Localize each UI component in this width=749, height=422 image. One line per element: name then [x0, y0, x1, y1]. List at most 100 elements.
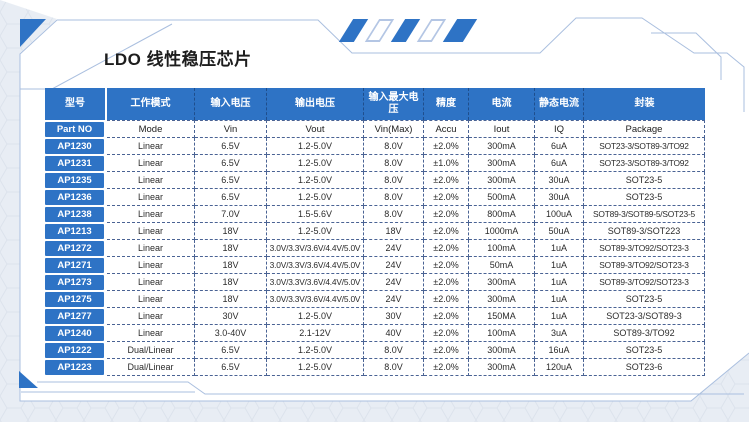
part-no-chip: AP1271: [45, 258, 104, 273]
table-cell: 3.0V/3.3V/3.6V/4.4V/5.0V: [267, 257, 364, 274]
part-no-chip: AP1273: [45, 275, 104, 290]
table-row: AP1213 Linear 18V 1.2-5.0V 18V ±2.0% 1000mA 50u…: [45, 223, 705, 240]
column-header-cn: 静态电流: [535, 88, 584, 120]
table-cell: 24V: [364, 274, 424, 291]
table-cell: 3.0V/3.3V/3.6V/4.4V/5.0V: [267, 291, 364, 308]
table-cell: ±2.0%: [424, 359, 469, 376]
table-cell: 3.0V/3.3V/3.6V/4.4V/5.0V: [267, 240, 364, 257]
parallelogram-icon: [364, 19, 395, 42]
part-no-header-chip: Part NO: [45, 121, 104, 137]
table-cell: Dual/Linear: [107, 342, 195, 359]
table-cell: ±2.0%: [424, 291, 469, 308]
table-cell: SOT89-3/SOT223: [584, 223, 705, 240]
table-cell: 1.2-5.0V: [267, 189, 364, 206]
part-no-cell: AP1231: [45, 155, 107, 172]
table-cell: 1.2-5.0V: [267, 138, 364, 155]
part-no-chip: AP1236: [45, 190, 104, 205]
column-header-cn: 输入最大电压: [364, 88, 424, 120]
part-no-chip: AP1275: [45, 292, 104, 307]
part-no-cell: AP1275: [45, 291, 107, 308]
table-cell: Linear: [107, 172, 195, 189]
table-cell: 1.2-5.0V: [267, 342, 364, 359]
parallelogram-icon: [390, 19, 421, 42]
table-cell: Linear: [107, 138, 195, 155]
table-row: AP1236 Linear 6.5V 1.2-5.0V 8.0V ±2.0% 500mA 30…: [45, 189, 705, 206]
table-cell: 500mA: [469, 189, 535, 206]
table-row: AP1240 Linear 3.0-40V 2.1-12V 40V ±2.0% 100mA 3…: [45, 325, 705, 342]
table-cell: 18V: [195, 274, 267, 291]
table-cell: 18V: [195, 291, 267, 308]
part-no-cell: AP1271: [45, 257, 107, 274]
table-cell: ±1.0%: [424, 155, 469, 172]
part-no-cell: AP1240: [45, 325, 107, 342]
table-cell: ±2.0%: [424, 223, 469, 240]
column-header-en: IQ: [535, 120, 584, 138]
table-cell: SOT23-5: [584, 291, 705, 308]
header-row-en: Part NO Mode Vin Vout Vin(Max) Accu Iout IQ Pack…: [45, 120, 705, 138]
table-cell: 8.0V: [364, 359, 424, 376]
table-cell: 300mA: [469, 359, 535, 376]
table-cell: 6.5V: [195, 138, 267, 155]
table-cell: Linear: [107, 257, 195, 274]
ldo-spec-table: 型号 工作模式 输入电压 输出电压 输入最大电压 精度 电流 静态电流 封装 Part NO Mod…: [45, 88, 705, 376]
table-cell: 1uA: [535, 308, 584, 325]
table-cell: 18V: [195, 257, 267, 274]
part-no-chip: AP1272: [45, 241, 104, 256]
table-cell: 8.0V: [364, 155, 424, 172]
table-cell: 1.2-5.0V: [267, 359, 364, 376]
table-cell: 24V: [364, 240, 424, 257]
part-no-chip: AP1238: [45, 207, 104, 222]
table-cell: SOT89-3/TO92: [584, 325, 705, 342]
column-header-en: Vin(Max): [364, 120, 424, 138]
table-cell: 30uA: [535, 172, 584, 189]
table-cell: 6.5V: [195, 189, 267, 206]
table-cell: ±2.0%: [424, 257, 469, 274]
table-cell: 100mA: [469, 240, 535, 257]
table-cell: SOT89-3/TO92/SOT23-3: [584, 240, 705, 257]
table-row: AP1271 Linear 18V 3.0V/3.3V/3.6V/4.4V/5.0V 2…: [45, 257, 705, 274]
table-cell: SOT23-3/SOT89-3/TO92: [584, 138, 705, 155]
table-head: 型号 工作模式 输入电压 输出电压 输入最大电压 精度 电流 静态电流 封装 Part NO Mod…: [45, 88, 705, 138]
table-cell: 300mA: [469, 172, 535, 189]
table-cell: Linear: [107, 206, 195, 223]
table-cell: SOT23-5: [584, 189, 705, 206]
table-cell: 2.1-12V: [267, 325, 364, 342]
table-cell: 1uA: [535, 291, 584, 308]
table-cell: 6.5V: [195, 172, 267, 189]
column-header-en: Part NO: [45, 120, 107, 138]
table-cell: 300mA: [469, 138, 535, 155]
part-no-chip: AP1230: [45, 139, 104, 154]
part-no-chip: AP1223: [45, 360, 104, 375]
table-cell: 150MA: [469, 308, 535, 325]
table-row: AP1273 Linear 18V 3.0V/3.3V/3.6V/4.4V/5.0V 2…: [45, 274, 705, 291]
table-cell: 300mA: [469, 342, 535, 359]
column-header-cn: 精度: [424, 88, 469, 120]
table-cell: ±2.0%: [424, 206, 469, 223]
table-cell: SOT23-3/SOT89-3/TO92: [584, 155, 705, 172]
part-no-cell: AP1223: [45, 359, 107, 376]
table-cell: 24V: [364, 257, 424, 274]
table-body: AP1230 Linear 6.5V 1.2-5.0V 8.0V ±2.0% 300mA 6u…: [45, 138, 705, 376]
table-row: AP1222 Dual/Linear 6.5V 1.2-5.0V 8.0V ±2.0% 30…: [45, 342, 705, 359]
table-cell: 30uA: [535, 189, 584, 206]
table-cell: 300mA: [469, 155, 535, 172]
column-header-en: Iout: [469, 120, 535, 138]
part-no-cell: AP1230: [45, 138, 107, 155]
table-cell: SOT89-3/SOT89-5/SOT23-5: [584, 206, 705, 223]
table-cell: 3.0-40V: [195, 325, 267, 342]
part-no-chip: AP1235: [45, 173, 104, 188]
table-row: AP1235 Linear 6.5V 1.2-5.0V 8.0V ±2.0% 300mA 30…: [45, 172, 705, 189]
column-header-cn: 封装: [584, 88, 705, 120]
table-cell: 6.5V: [195, 342, 267, 359]
column-header-cn: 型号: [45, 88, 107, 120]
table-cell: 1.5-5.6V: [267, 206, 364, 223]
part-no-cell: AP1272: [45, 240, 107, 257]
table-cell: 8.0V: [364, 189, 424, 206]
table-cell: SOT89-3/TO92/SOT23-3: [584, 274, 705, 291]
parallelogram-bar-group: [338, 19, 478, 42]
table-cell: 3uA: [535, 325, 584, 342]
table-cell: Linear: [107, 308, 195, 325]
table-cell: 18V: [195, 223, 267, 240]
part-no-cell: AP1213: [45, 223, 107, 240]
